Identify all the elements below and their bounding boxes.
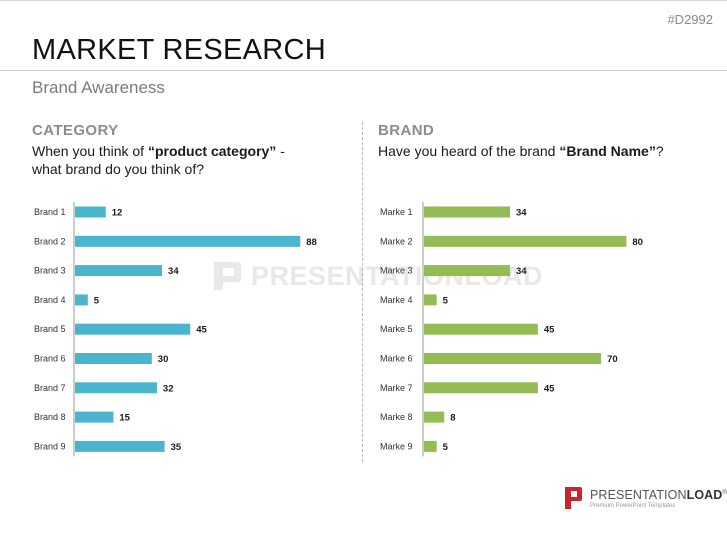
category-value-label: 88: [306, 237, 317, 248]
watermark: PRESENTATIONLOAD: [211, 259, 543, 293]
brand-value-label: 5: [443, 295, 449, 306]
category-category-label: Brand 9: [34, 441, 66, 451]
logo-tagline: Premium PowerPoint Templates: [590, 502, 676, 509]
brand-category-label: Marke 8: [380, 412, 413, 422]
brand-bar: [424, 323, 538, 335]
page-title: MARKET RESEARCH: [32, 34, 327, 66]
brand-value-label: 5: [443, 442, 449, 453]
category-value-label: 30: [158, 354, 169, 365]
brand-value-label: 34: [516, 208, 527, 219]
category-bar: [75, 206, 106, 218]
brand-bar: [424, 294, 437, 306]
brand-bar: [424, 411, 445, 423]
category-bar: [75, 382, 157, 394]
category-bar: [75, 265, 163, 277]
category-category-label: Brand 1: [34, 207, 66, 217]
brand-category-label: Marke 1: [380, 207, 413, 217]
top-border: [0, 0, 727, 1]
category-bar: [75, 235, 301, 247]
brand-section-label: BRAND: [378, 122, 435, 139]
category-category-label: Brand 7: [34, 383, 66, 393]
brand-bar: [424, 382, 538, 394]
brand-category-label: Marke 7: [380, 383, 413, 393]
brand-value-label: 8: [450, 413, 455, 424]
category-question-post: -: [276, 143, 285, 159]
logo-name-bold: LOAD: [686, 487, 723, 502]
category-category-label: Brand 3: [34, 266, 66, 276]
watermark-logo-icon: [214, 262, 241, 290]
brand-bar: [424, 440, 437, 452]
title-divider: [0, 70, 727, 71]
category-category-label: Brand 4: [34, 295, 66, 305]
section-divider: [362, 122, 363, 462]
category-category-label: Brand 8: [34, 412, 66, 422]
logo-registered-mark: ®: [722, 489, 727, 496]
category-section-label: CATEGORY: [32, 122, 119, 139]
category-question-bold: “product category”: [147, 143, 277, 159]
logo-name-regular: PRESENTATION: [590, 487, 687, 502]
category-value-label: 32: [163, 383, 174, 394]
brand-question: Have you heard of the brand “Brand Name”…: [378, 142, 664, 160]
brand-value-label: 80: [632, 237, 643, 248]
brand-bar: [424, 206, 511, 218]
brand-bar: [424, 353, 602, 364]
category-question-pre: When you think of: [32, 143, 148, 159]
page-subtitle: Brand Awareness: [32, 78, 165, 97]
category-bar: [75, 411, 114, 423]
brand-question-bold: “Brand Name”: [559, 143, 656, 159]
category-bar: [75, 353, 152, 364]
watermark-text: PRESENTATIONLOAD: [251, 260, 544, 291]
brand-category-label: Marke 6: [380, 354, 413, 364]
category-question: When you think of “product category” - w…: [32, 142, 285, 178]
category-category-label: Brand 2: [34, 236, 66, 246]
brand-value-label: 45: [544, 383, 555, 394]
presentationload-logo-icon: [565, 487, 582, 509]
brand-category-label: Marke 5: [380, 324, 413, 334]
category-bar: [75, 323, 191, 335]
brand-category-label: Marke 2: [380, 236, 413, 246]
brand-question-pre: Have you heard of the brand: [378, 143, 560, 159]
slide-id: #D2992: [667, 12, 713, 27]
category-value-label: 45: [196, 325, 207, 336]
brand-bar: [424, 235, 627, 247]
category-bar-chart: Brand 1 12 Brand 2 88 Brand 3 34 Brand 4 5 Brand…: [34, 202, 317, 457]
category-category-label: Brand 5: [34, 324, 66, 334]
brand-value-label: 45: [544, 325, 555, 336]
category-value-label: 12: [112, 208, 123, 219]
brand-category-label: Marke 4: [380, 295, 413, 305]
category-value-label: 5: [94, 295, 100, 306]
category-value-label: 34: [168, 266, 179, 277]
category-value-label: 35: [171, 442, 182, 453]
category-value-label: 15: [119, 413, 130, 424]
category-category-label: Brand 6: [34, 354, 66, 364]
category-question-line2: what brand do you think of?: [32, 161, 205, 177]
brand-value-label: 70: [607, 354, 618, 365]
brand-category-label: Marke 9: [380, 441, 413, 451]
category-bar: [75, 440, 165, 452]
logo-name: PRESENTATIONLOAD®: [590, 488, 727, 502]
presentationload-logo: PRESENTATIONLOAD® Premium PowerPoint Tem…: [564, 486, 727, 510]
brand-question-post: ?: [655, 143, 664, 159]
category-bar: [75, 294, 88, 306]
